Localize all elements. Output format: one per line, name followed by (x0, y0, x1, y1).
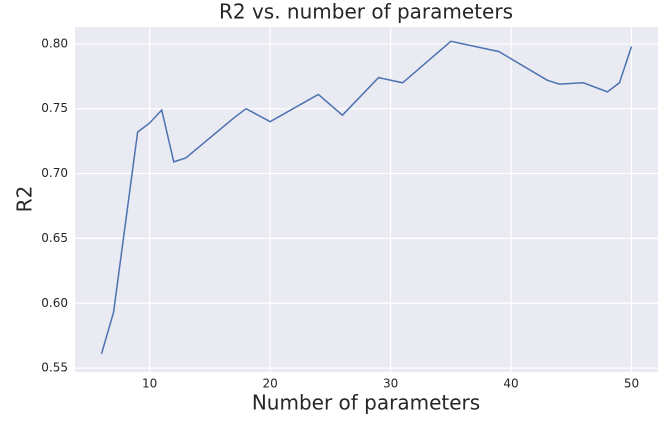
x-tick-label: 20 (262, 377, 277, 391)
x-axis-label: Number of parameters (252, 391, 480, 415)
y-tick-label: 0.60 (41, 296, 68, 310)
x-tick-label: 40 (503, 377, 518, 391)
x-tick-label: 10 (142, 377, 157, 391)
y-tick-label: 0.65 (41, 231, 68, 245)
x-tick-label: 50 (624, 377, 639, 391)
chart-title: R2 vs. number of parameters (219, 0, 513, 24)
y-tick-label: 0.75 (41, 101, 68, 115)
line (100, 40, 633, 355)
y-tick-label: 0.55 (41, 361, 68, 375)
y-axis-label: R2 (13, 186, 37, 213)
y-tick-label: 0.80 (41, 36, 68, 50)
x-tick-label: 30 (383, 377, 398, 391)
y-tick-label: 0.70 (41, 166, 68, 180)
plot-area (75, 27, 658, 372)
